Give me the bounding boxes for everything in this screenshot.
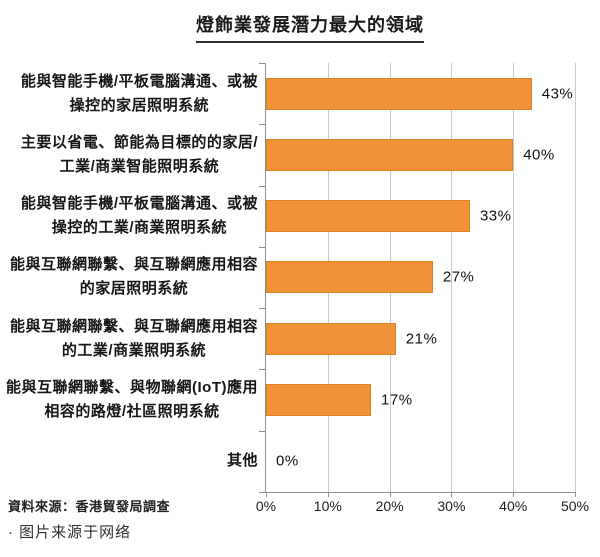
x-axis-tick — [513, 492, 515, 497]
x-axis-tick-label: 50% — [560, 498, 590, 514]
chart-row: 主要以省電、節能為目標的的家居/ 工業/商業智能照明系統 40% — [0, 124, 600, 185]
y-axis-tick — [259, 369, 265, 371]
x-axis-tick — [451, 492, 453, 497]
category-label-text: 能與智能手機/平板電腦溝通、或被 操控的家居照明系統 — [20, 72, 258, 114]
x-axis-tick-label: 0% — [255, 498, 277, 514]
x-axis-line — [259, 492, 576, 493]
category-label: 能與智能手機/平板電腦溝通、或被 操控的家居照明系統 — [2, 63, 258, 124]
y-axis-tick — [259, 185, 265, 187]
bar-rows: 能與智能手機/平板電腦溝通、或被 操控的家居照明系統 43% 主要以省電、節能為目標… — [0, 63, 600, 492]
y-axis-tick — [259, 492, 265, 493]
x-axis-tick — [389, 492, 391, 497]
gridline — [575, 63, 576, 492]
chart-row: 能與互聯網聯繫、與互聯網應用相容 的家居照明系統 27% — [0, 247, 600, 308]
image-credit-note: · 图片来源于网络 — [8, 524, 132, 541]
value-label: 27% — [442, 268, 475, 286]
bar — [266, 200, 470, 233]
chart-row: 能與互聯網聯繫、與互聯網應用相容 的工業/商業照明系統 21% — [0, 308, 600, 369]
value-label: 0% — [276, 452, 299, 470]
bar — [266, 261, 433, 294]
gridline — [451, 63, 453, 492]
y-axis-tick — [259, 308, 265, 310]
category-label: 能與智能手機/平板電腦溝通、或被 操控的工業/商業照明系統 — [2, 186, 258, 247]
value-label: 17% — [381, 391, 413, 409]
chart-row: 能與智能手機/平板電腦溝通、或被 操控的工業/商業照明系統 33% — [0, 186, 600, 247]
x-axis-tick-label: 40% — [499, 498, 528, 514]
value-label: 43% — [541, 85, 574, 103]
x-axis-tick — [266, 492, 267, 497]
category-label-text: 能與智能手機/平板電腦溝通、或被 操控的工業/商業照明系統 — [20, 195, 258, 237]
x-axis-tick-label: 30% — [437, 498, 466, 514]
x-axis-tick — [327, 492, 329, 497]
x-axis-tick — [575, 492, 576, 497]
x-axis-tick-label: 20% — [375, 498, 404, 514]
category-label-text: 能與互聯網聯繫、與互聯網應用相容 的工業/商業照明系統 — [9, 317, 258, 359]
y-axis-tick — [259, 246, 265, 248]
category-label: 其他 — [2, 431, 258, 492]
y-axis-tick — [259, 124, 265, 126]
bar — [266, 138, 514, 171]
bar — [266, 322, 396, 355]
category-label-text: 能與互聯網聯繫、與互聯網應用相容 的家居照明系統 — [9, 256, 258, 298]
category-label-text: 其他 — [226, 452, 258, 470]
value-label: 21% — [405, 330, 438, 348]
chart-row: 能與智能手機/平板電腦溝通、或被 操控的家居照明系統 43% — [0, 63, 600, 124]
category-label: 能與互聯網聯繫、與互聯網應用相容 的家居照明系統 — [2, 247, 258, 308]
category-label: 主要以省電、節能為目標的的家居/ 工業/商業智能照明系統 — [2, 124, 258, 185]
chart-title: 燈飾業發展潛力最大的領域 — [196, 11, 424, 43]
value-label: 40% — [523, 146, 555, 164]
chart-title-wrap: 燈飾業發展潛力最大的領域 — [20, 11, 600, 43]
category-label-text: 能與互聯網聯繫、與物聯網(IoT)應用 相容的路燈/社區照明系統 — [6, 379, 258, 421]
category-label: 能與互聯網聯繫、與物聯網(IoT)應用 相容的路燈/社區照明系統 — [2, 369, 258, 430]
category-label: 能與互聯網聯繫、與互聯網應用相容 的工業/商業照明系統 — [2, 308, 258, 369]
x-axis-tick-label: 10% — [313, 498, 342, 514]
y-axis-tick — [259, 63, 265, 64]
value-label: 33% — [479, 207, 512, 225]
bar — [266, 77, 532, 110]
chart-row: 其他 0% — [0, 431, 600, 492]
bar — [266, 384, 372, 417]
y-axis-tick — [259, 430, 265, 432]
gridline — [513, 63, 515, 492]
chart-row: 能與互聯網聯繫、與物聯網(IoT)應用 相容的路燈/社區照明系統 17% — [0, 369, 600, 430]
y-axis-line — [265, 63, 266, 493]
category-label-text: 主要以省電、節能為目標的的家居/ 工業/商業智能照明系統 — [20, 133, 258, 175]
source-note: 資料來源：香港貿發局調查 — [8, 499, 171, 514]
